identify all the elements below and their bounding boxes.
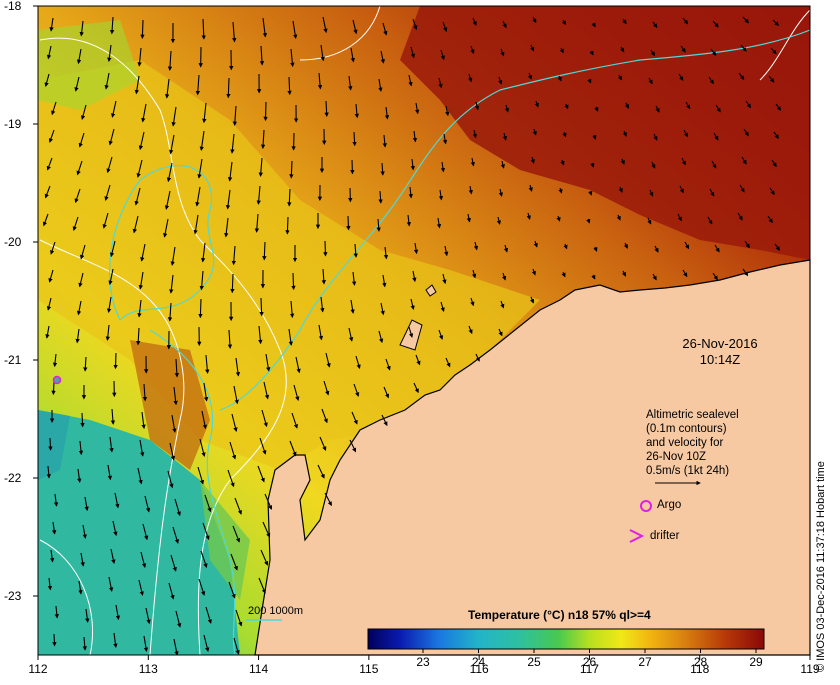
colorbar-tick-label: 25: [524, 655, 544, 669]
isobath-legend-label: 200 1000m: [248, 605, 303, 617]
legend-line: 26-Nov 10Z: [646, 450, 739, 464]
y-tick-label: -21: [4, 353, 21, 367]
velocity-arrow: [115, 353, 116, 368]
velocity-arrow: [291, 161, 292, 178]
legend-line: (0.1m contours): [646, 422, 739, 436]
colorbar-tick-label: 27: [635, 655, 655, 669]
colorbar-tick-label: 29: [746, 655, 766, 669]
velocity-arrow: [261, 298, 262, 315]
x-tick-label: 113: [138, 662, 158, 676]
velocity-arrow: [348, 216, 349, 230]
image-date: 26-Nov-2016: [660, 336, 780, 352]
colorbar-tick-label: 24: [469, 655, 489, 669]
drifter-legend-label: drifter: [650, 530, 679, 542]
velocity-arrow: [289, 77, 290, 94]
colorbar-tick-label: 28: [691, 655, 711, 669]
velocity-arrow: [50, 438, 51, 450]
y-axis: [33, 6, 38, 596]
legend-line: 0.5m/s (1kt 24h): [646, 464, 739, 478]
image-timestamp: 26-Nov-2016 10:14Z: [660, 336, 780, 368]
velocity-arrow: [142, 20, 143, 38]
y-tick-label: -20: [4, 235, 21, 249]
x-tick-label: 114: [249, 662, 269, 676]
velocity-arrow: [325, 241, 326, 256]
colorbar: [368, 629, 764, 649]
velocity-arrow: [354, 132, 355, 145]
legend-line: and velocity for: [646, 436, 739, 450]
x-tick-label: 112: [28, 662, 48, 676]
y-tick-label: -19: [4, 117, 21, 131]
argo-float-marker: [54, 377, 61, 384]
colorbar-title: Temperature (°C) n18 57% ql>=4: [468, 608, 651, 622]
argo-legend-label: Argo: [657, 499, 681, 511]
y-tick-label: -23: [4, 589, 21, 603]
velocity-arrow: [228, 78, 229, 97]
image-time: 10:14Z: [660, 352, 780, 368]
image-credit: © IMOS 03-Dec-2016 11:37:18 Hobart time: [815, 461, 827, 672]
velocity-arrow: [54, 634, 55, 646]
velocity-arrow: [200, 299, 201, 317]
x-tick-label: 115: [359, 662, 379, 676]
velocity-arrow: [82, 413, 83, 426]
colorbar-tick-label: 23: [413, 655, 433, 669]
altimetry-legend: Altimetric sealevel (0.1m contours) and …: [646, 408, 739, 478]
legend-line: Altimetric sealevel: [646, 408, 739, 422]
y-tick-label: -18: [4, 0, 21, 13]
velocity-arrow: [293, 273, 294, 289]
velocity-arrow: [232, 274, 233, 292]
velocity-arrow: [264, 242, 265, 260]
colorbar-tick-label: 26: [580, 655, 600, 669]
velocity-arrow: [53, 382, 54, 394]
velocity-arrow: [287, 217, 288, 234]
y-tick-label: -22: [4, 471, 21, 485]
